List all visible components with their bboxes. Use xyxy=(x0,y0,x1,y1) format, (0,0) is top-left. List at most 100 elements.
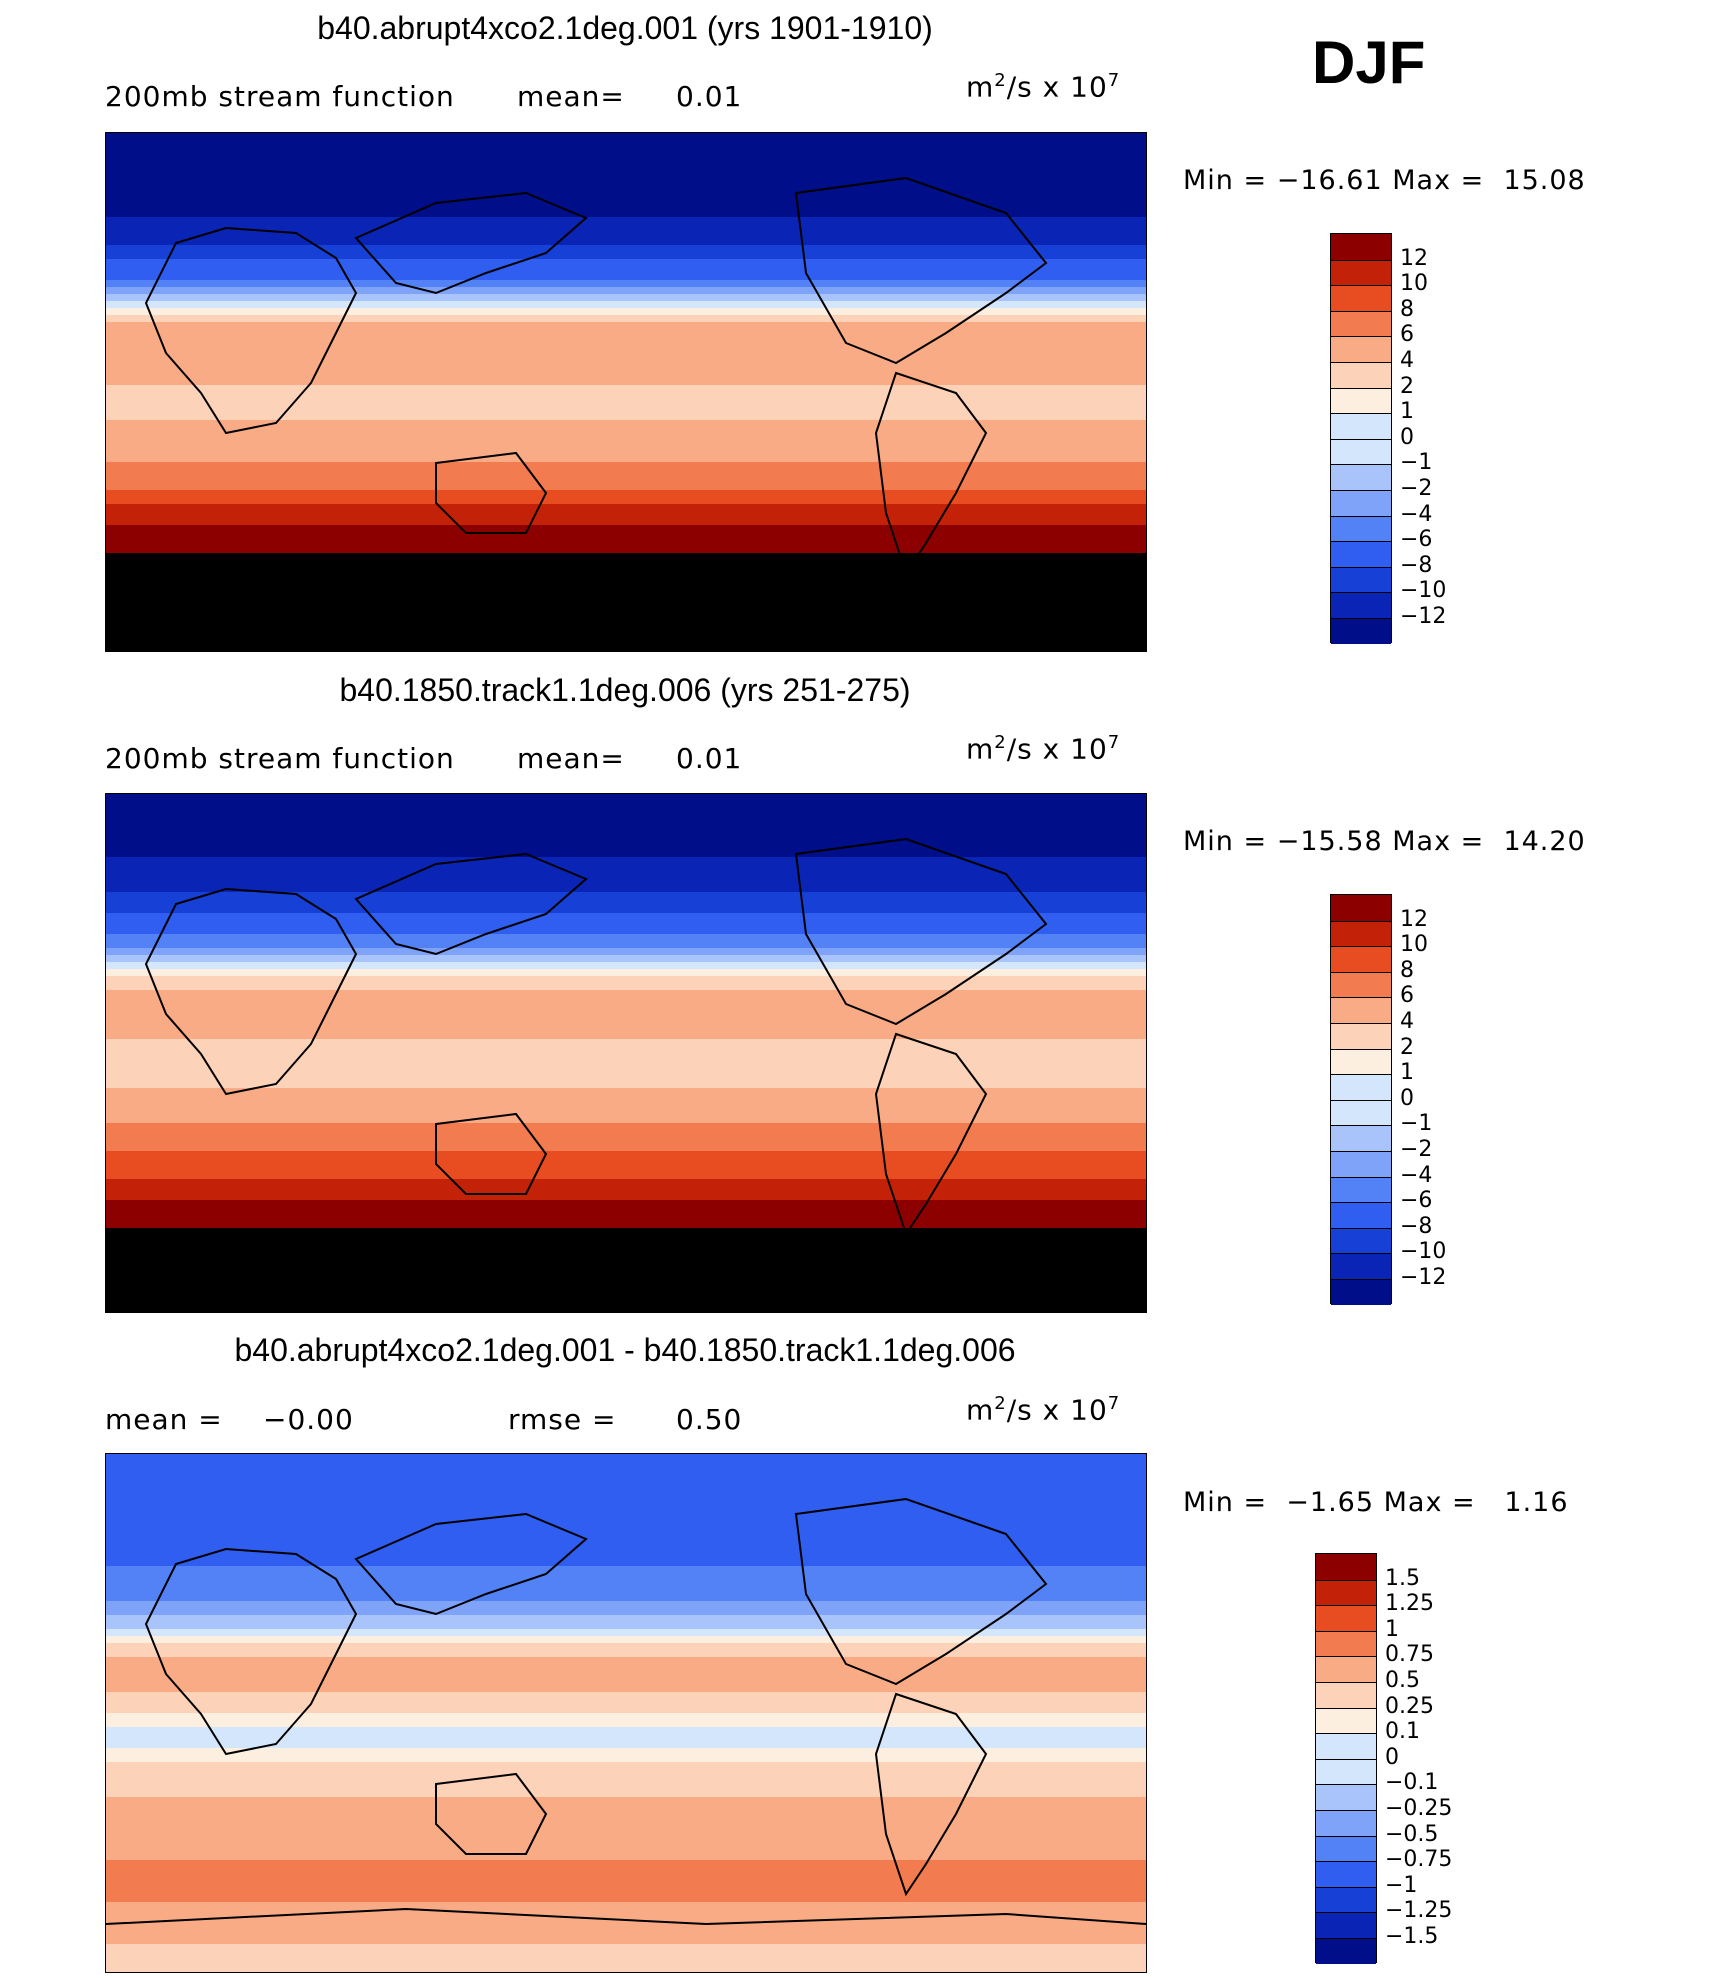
coastline xyxy=(354,852,588,956)
contour-band xyxy=(106,892,1146,900)
panel-1-mean-value: 0.01 xyxy=(676,80,743,113)
contour-band xyxy=(106,1053,1146,1061)
contour-band xyxy=(106,1657,1146,1665)
contour-band xyxy=(106,168,1146,176)
contour-band xyxy=(106,1158,1146,1166)
contour-band xyxy=(106,899,1146,907)
contour-band xyxy=(106,976,1146,984)
contour-band xyxy=(106,1804,1146,1812)
contour-band xyxy=(106,308,1146,316)
contour-band xyxy=(106,878,1146,886)
coastline xyxy=(874,371,988,576)
colorbar-label: 10 xyxy=(1400,932,1428,958)
contour-band xyxy=(106,1874,1146,1882)
contour-band xyxy=(106,1664,1146,1672)
contour-band xyxy=(106,1937,1146,1945)
colorbar-swatch xyxy=(1331,490,1391,516)
contour-band xyxy=(106,1615,1146,1623)
contour-band xyxy=(106,1783,1146,1791)
contour-band xyxy=(106,1503,1146,1511)
colorbar-label: 1 xyxy=(1385,1616,1399,1642)
colorbar-swatch xyxy=(1331,1023,1391,1049)
contour-band xyxy=(106,483,1146,491)
panel-2-minmax: Min = −15.58 Max = 14.20 xyxy=(1183,826,1586,857)
colorbar-label: 0 xyxy=(1385,1744,1399,1770)
contour-band xyxy=(106,399,1146,407)
contour-band xyxy=(106,1944,1146,1952)
colorbar-label: −8 xyxy=(1400,552,1433,578)
contour-band xyxy=(106,245,1146,253)
colorbar-label: −1 xyxy=(1400,1111,1433,1137)
contour-band xyxy=(106,301,1146,309)
contour-band xyxy=(106,469,1146,477)
contour-band xyxy=(106,1790,1146,1798)
contour-band xyxy=(106,1650,1146,1658)
colorbar-swatch xyxy=(1331,1048,1391,1075)
colorbar-swatch xyxy=(1316,1630,1376,1657)
contour-band xyxy=(106,1909,1146,1917)
contour-band xyxy=(106,941,1146,949)
contour-band xyxy=(106,1004,1146,1012)
colorbar-label: −2 xyxy=(1400,1137,1433,1162)
contour-band xyxy=(106,1727,1146,1735)
panel-3-map xyxy=(105,1453,1147,1973)
colorbar-label: 1 xyxy=(1400,1060,1414,1086)
colorbar-box xyxy=(1330,894,1392,1305)
contour-band xyxy=(106,434,1146,442)
contour-band xyxy=(106,140,1146,148)
coastline xyxy=(106,1247,1146,1266)
contour-band xyxy=(106,1200,1146,1208)
contour-band xyxy=(106,1566,1146,1574)
contour-band xyxy=(106,266,1146,274)
colorbar-label: −4 xyxy=(1400,1162,1433,1188)
contour-band xyxy=(106,602,1146,610)
contour-band xyxy=(106,210,1146,218)
contour-band xyxy=(106,413,1146,421)
contour-band xyxy=(106,1594,1146,1602)
contour-band xyxy=(106,1151,1146,1159)
contour-band xyxy=(106,969,1146,977)
colorbar-swatch xyxy=(1331,310,1391,337)
colorbar-label: 0.5 xyxy=(1385,1668,1420,1693)
contour-band xyxy=(106,644,1146,651)
contour-band xyxy=(106,1067,1146,1075)
contour-band xyxy=(106,871,1146,879)
contour-band xyxy=(106,497,1146,505)
contour-band xyxy=(106,553,1146,561)
colorbar-label: −0.5 xyxy=(1385,1821,1439,1847)
colorbar-swatch xyxy=(1331,1202,1391,1228)
contour-band xyxy=(106,343,1146,351)
colorbar-swatch xyxy=(1331,234,1391,260)
contour-band xyxy=(106,997,1146,1005)
contour-band xyxy=(106,588,1146,596)
contour-band xyxy=(106,1755,1146,1763)
colorbar-label: −6 xyxy=(1400,1188,1433,1214)
panel-3-map-svg xyxy=(106,1454,1146,1972)
coastline xyxy=(874,1032,988,1237)
contour-band xyxy=(106,147,1146,155)
colorbar-swatch xyxy=(1316,1938,1376,1964)
contour-band xyxy=(106,1881,1146,1889)
colorbar-label: −2 xyxy=(1400,476,1433,501)
contour-band xyxy=(106,1510,1146,1518)
contour-band xyxy=(106,1524,1146,1532)
contour-band xyxy=(106,1811,1146,1819)
coastline xyxy=(874,1692,988,1897)
contour-band xyxy=(106,1741,1146,1749)
contour-band xyxy=(106,829,1146,837)
contour-band xyxy=(106,476,1146,484)
contour-band xyxy=(106,1734,1146,1742)
contour-band xyxy=(106,1277,1146,1285)
colorbar-swatch xyxy=(1316,1579,1376,1606)
colorbar-label: 6 xyxy=(1400,983,1414,1009)
contour-band xyxy=(106,934,1146,942)
contour-band xyxy=(106,385,1146,393)
colorbar-label: 4 xyxy=(1400,1009,1414,1034)
contour-band xyxy=(106,1235,1146,1243)
contour-band xyxy=(106,1622,1146,1630)
colorbar-label: −0.75 xyxy=(1385,1847,1453,1873)
colorbar-swatch xyxy=(1316,1656,1376,1682)
contour-band xyxy=(106,1207,1146,1215)
panel-1-mean-label: mean= xyxy=(517,80,625,113)
colorbar-swatch xyxy=(1331,971,1391,998)
